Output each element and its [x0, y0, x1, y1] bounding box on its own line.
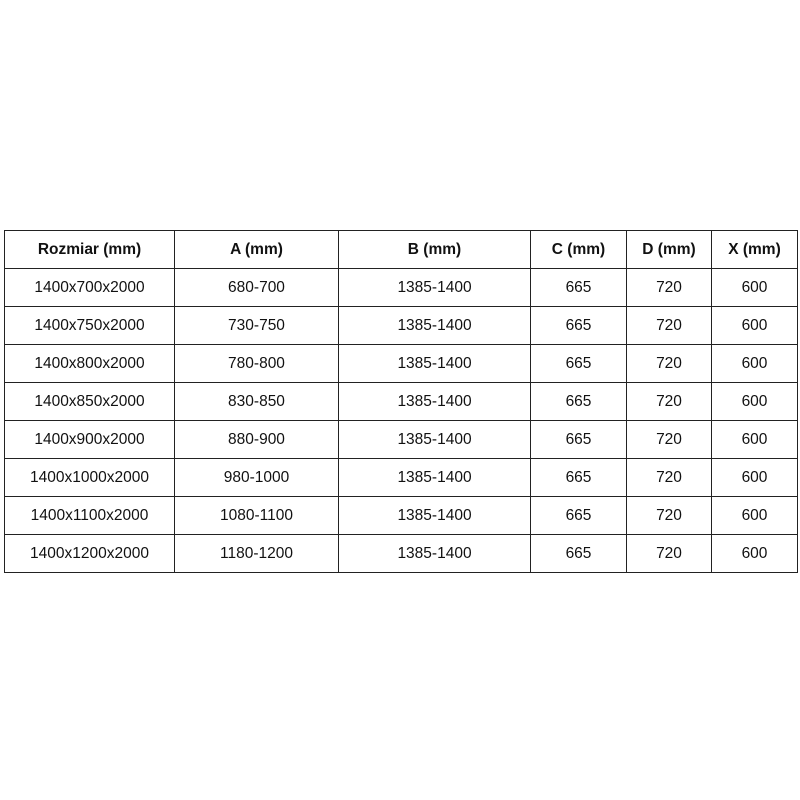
- table-cell: 720: [626, 268, 712, 307]
- table-cell: 1400x900x2000: [4, 420, 175, 459]
- table-cell: 665: [530, 306, 627, 345]
- table-cell: 665: [530, 344, 627, 383]
- table-cell: 720: [626, 420, 712, 459]
- table-cell: 600: [711, 306, 798, 345]
- table-cell: 1385-1400: [338, 458, 531, 497]
- table-row: 1400x750x2000 730-750 1385-1400 665 720 600: [4, 306, 798, 345]
- table-cell: 600: [711, 268, 798, 307]
- table-cell: 1385-1400: [338, 496, 531, 535]
- table-row: 1400x1100x2000 1080-1100 1385-1400 665 720 60…: [4, 496, 798, 535]
- table-cell: 980-1000: [174, 458, 339, 497]
- table-cell: 680-700: [174, 268, 339, 307]
- column-header: B (mm): [338, 230, 531, 269]
- table-cell: 1400x1000x2000: [4, 458, 175, 497]
- header-row: Rozmiar (mm) A (mm) B (mm) C (mm) D (mm) X (m…: [4, 230, 798, 269]
- table-cell: 1385-1400: [338, 420, 531, 459]
- table-cell: 1400x1200x2000: [4, 534, 175, 573]
- table-cell: 720: [626, 534, 712, 573]
- table-row: 1400x1200x2000 1180-1200 1385-1400 665 720 60…: [4, 534, 798, 573]
- column-header: C (mm): [530, 230, 627, 269]
- table-cell: 720: [626, 496, 712, 535]
- table-cell: 665: [530, 496, 627, 535]
- table-cell: 600: [711, 420, 798, 459]
- table-cell: 600: [711, 534, 798, 573]
- table-cell: 600: [711, 496, 798, 535]
- table-cell: 730-750: [174, 306, 339, 345]
- table-row: 1400x900x2000 880-900 1385-1400 665 720 600: [4, 420, 798, 459]
- column-header: X (mm): [711, 230, 798, 269]
- table-row: 1400x800x2000 780-800 1385-1400 665 720 600: [4, 344, 798, 383]
- table-cell: 665: [530, 534, 627, 573]
- table-cell: 600: [711, 458, 798, 497]
- table-cell: 1385-1400: [338, 268, 531, 307]
- table-cell: 1400x700x2000: [4, 268, 175, 307]
- table-cell: 720: [626, 306, 712, 345]
- table-cell: 1400x800x2000: [4, 344, 175, 383]
- table-cell: 1180-1200: [174, 534, 339, 573]
- column-header: A (mm): [174, 230, 339, 269]
- table-cell: 880-900: [174, 420, 339, 459]
- table-cell: 1400x1100x2000: [4, 496, 175, 535]
- table-row: 1400x850x2000 830-850 1385-1400 665 720 600: [4, 382, 798, 421]
- table-cell: 600: [711, 382, 798, 421]
- table-cell: 720: [626, 382, 712, 421]
- table-row: 1400x1000x2000 980-1000 1385-1400 665 720 600: [4, 458, 798, 497]
- table-cell: 1385-1400: [338, 382, 531, 421]
- table-cell: 665: [530, 458, 627, 497]
- table-cell: 720: [626, 344, 712, 383]
- table-cell: 1080-1100: [174, 496, 339, 535]
- table-cell: 1400x850x2000: [4, 382, 175, 421]
- table-cell: 665: [530, 382, 627, 421]
- table-cell: 600: [711, 344, 798, 383]
- table-cell: 720: [626, 458, 712, 497]
- table-cell: 830-850: [174, 382, 339, 421]
- table-cell: 1385-1400: [338, 534, 531, 573]
- table-cell: 1385-1400: [338, 306, 531, 345]
- column-header: D (mm): [626, 230, 712, 269]
- table-cell: 665: [530, 268, 627, 307]
- column-header: Rozmiar (mm): [4, 230, 175, 269]
- table-cell: 1385-1400: [338, 344, 531, 383]
- table-cell: 665: [530, 420, 627, 459]
- table-cell: 1400x750x2000: [4, 306, 175, 345]
- table-cell: 780-800: [174, 344, 339, 383]
- dimensions-table: Rozmiar (mm) A (mm) B (mm) C (mm) D (mm) X (m…: [4, 230, 798, 573]
- table-row: 1400x700x2000 680-700 1385-1400 665 720 600: [4, 268, 798, 307]
